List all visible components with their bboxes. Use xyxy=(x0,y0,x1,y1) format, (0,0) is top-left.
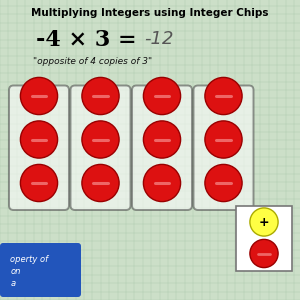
Circle shape xyxy=(250,208,278,236)
FancyBboxPatch shape xyxy=(70,85,130,210)
Circle shape xyxy=(82,164,119,202)
FancyBboxPatch shape xyxy=(236,206,292,271)
Text: on: on xyxy=(11,267,21,276)
Circle shape xyxy=(20,164,58,202)
Circle shape xyxy=(143,121,181,158)
Circle shape xyxy=(205,121,242,158)
Text: +: + xyxy=(259,215,269,229)
Text: -4 × 3 =: -4 × 3 = xyxy=(36,29,144,52)
Circle shape xyxy=(143,77,181,115)
Text: a: a xyxy=(11,279,16,288)
Circle shape xyxy=(143,164,181,202)
Circle shape xyxy=(82,77,119,115)
Circle shape xyxy=(20,121,58,158)
Circle shape xyxy=(205,77,242,115)
Circle shape xyxy=(20,77,58,115)
Text: -12: -12 xyxy=(144,30,174,48)
Text: operty of: operty of xyxy=(11,255,49,264)
Circle shape xyxy=(82,121,119,158)
Text: "opposite of 4 copies of 3": "opposite of 4 copies of 3" xyxy=(33,57,153,66)
FancyBboxPatch shape xyxy=(9,85,69,210)
Circle shape xyxy=(250,239,278,268)
FancyBboxPatch shape xyxy=(132,85,192,210)
Circle shape xyxy=(205,164,242,202)
Text: Multiplying Integers using Integer Chips: Multiplying Integers using Integer Chips xyxy=(31,8,269,19)
FancyBboxPatch shape xyxy=(0,243,81,297)
FancyBboxPatch shape xyxy=(194,85,254,210)
